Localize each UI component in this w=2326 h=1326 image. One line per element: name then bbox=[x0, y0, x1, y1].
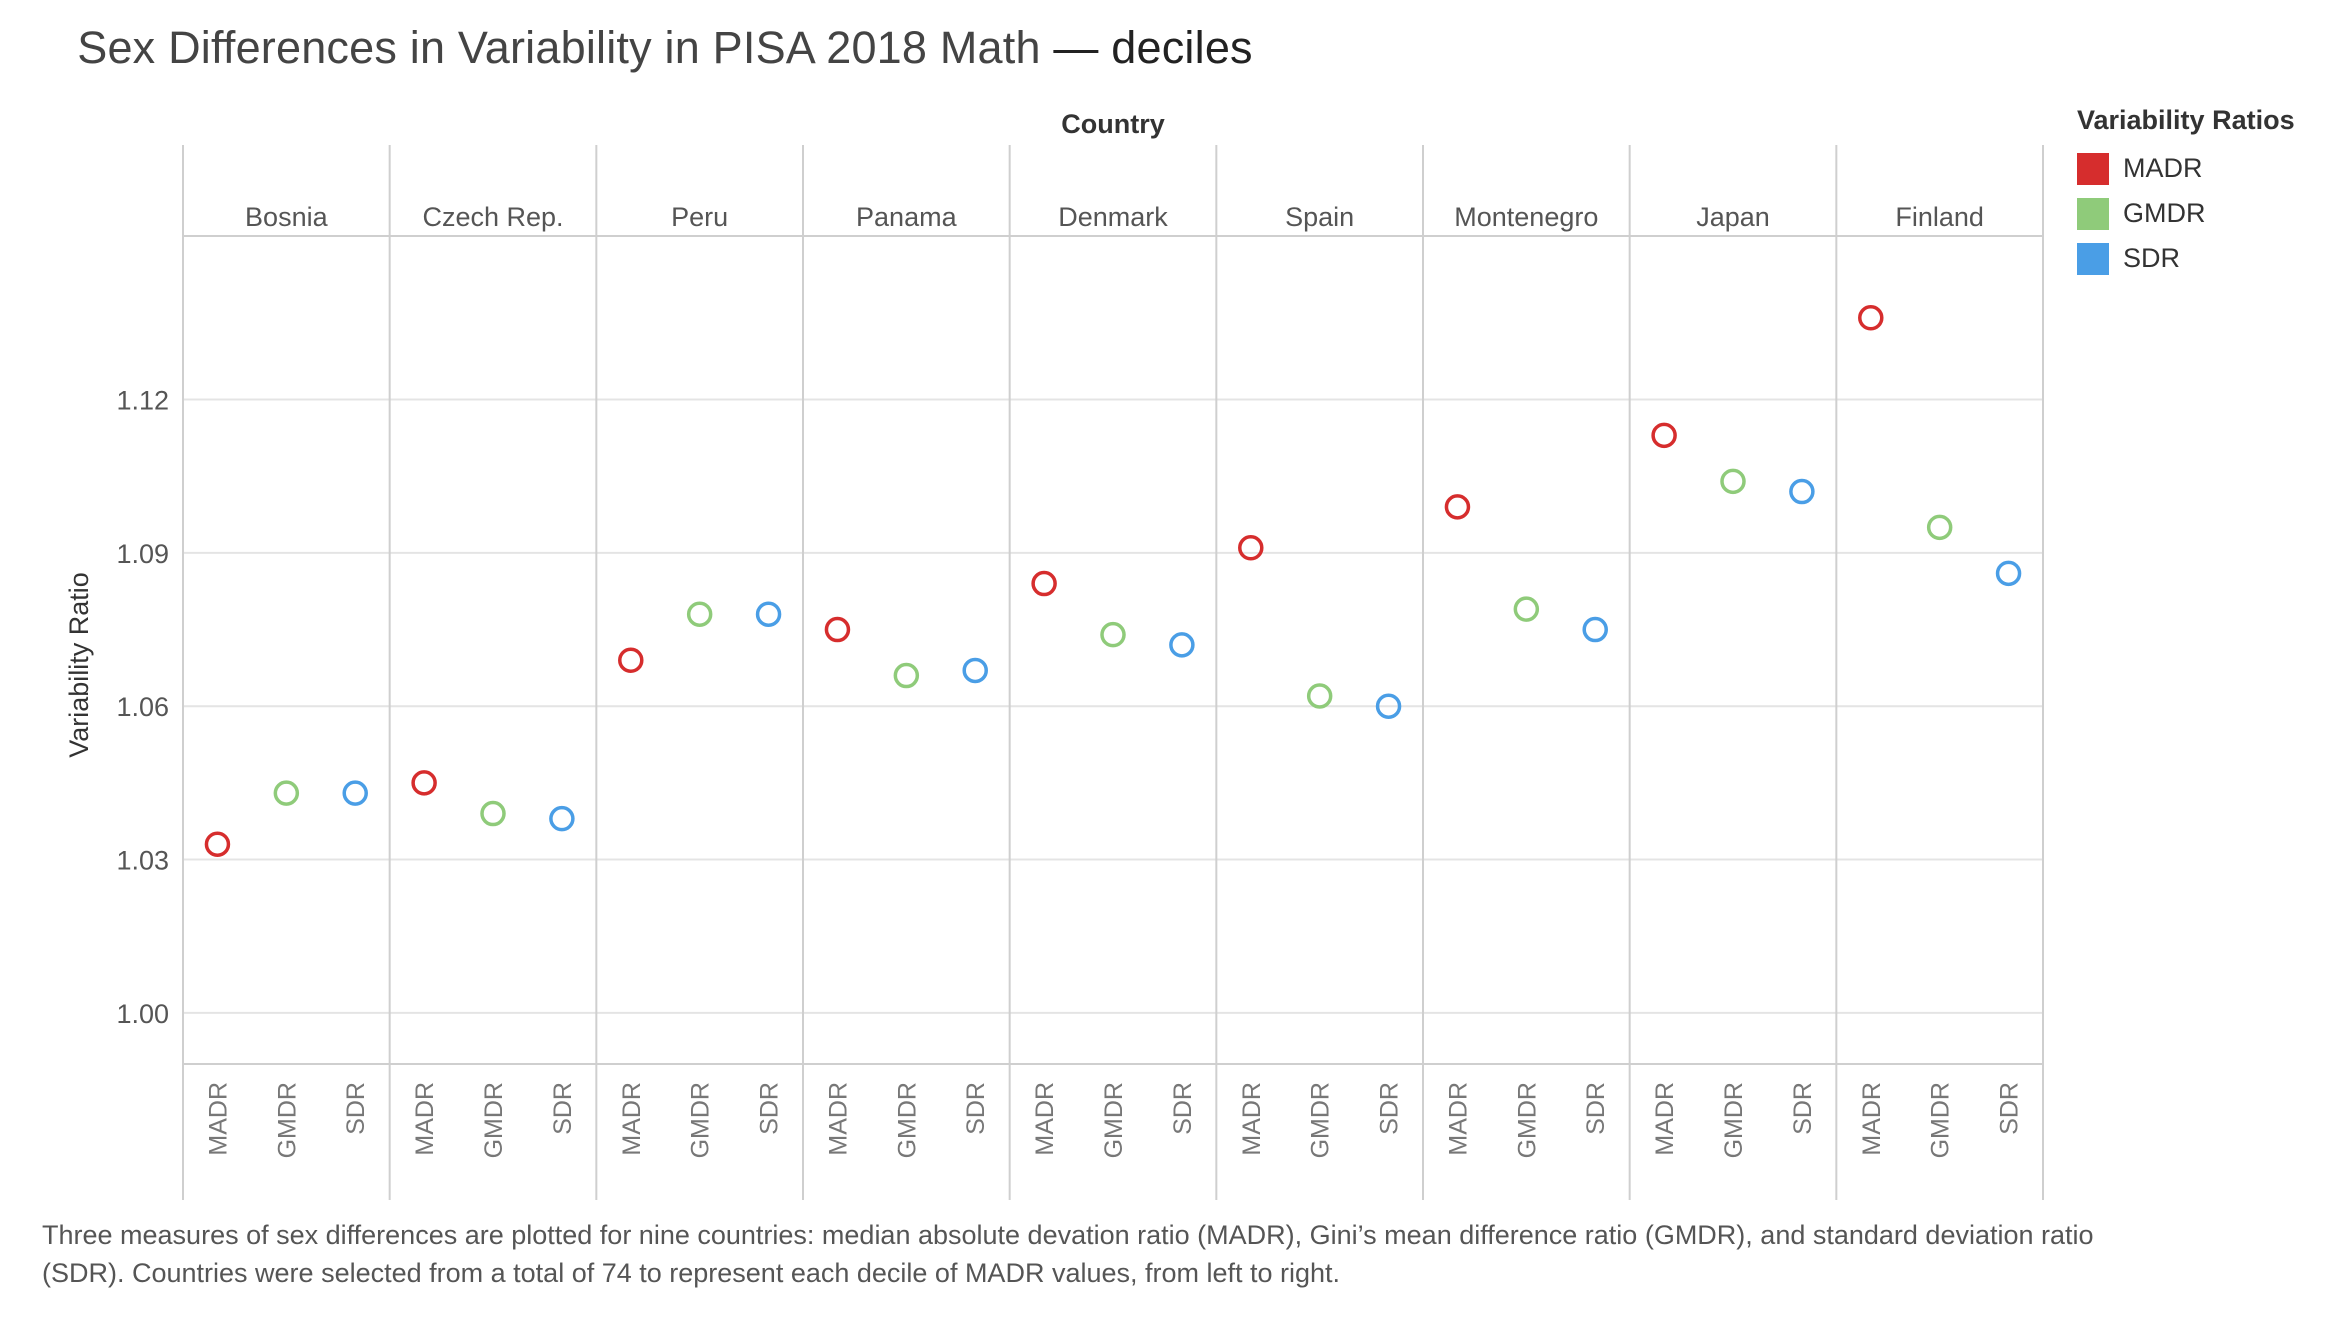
point-gmdr[interactable] bbox=[480, 800, 506, 827]
point-madr[interactable] bbox=[824, 616, 851, 643]
legend-item-madr[interactable]: MADR bbox=[2077, 146, 2295, 191]
point-madr[interactable] bbox=[618, 647, 644, 673]
legend-item-gmdr[interactable]: GMDR bbox=[2077, 191, 2295, 236]
x-tick-label: GMDR bbox=[1513, 1082, 1541, 1158]
country-label: Montenegro bbox=[1454, 202, 1598, 232]
point-madr[interactable] bbox=[1031, 570, 1057, 597]
x-tick-label: SDR bbox=[1169, 1082, 1197, 1135]
x-tick-label: MADR bbox=[824, 1082, 852, 1156]
point-gmdr[interactable] bbox=[893, 662, 920, 689]
x-tick-label: GMDR bbox=[1720, 1082, 1748, 1158]
point-madr[interactable] bbox=[1444, 494, 1471, 520]
x-tick-label: SDR bbox=[549, 1082, 577, 1135]
country-label: Japan bbox=[1696, 202, 1770, 232]
y-tick-label: 1.03 bbox=[116, 846, 169, 876]
x-tick-label: SDR bbox=[342, 1082, 370, 1135]
x-tick-label: SDR bbox=[1996, 1082, 2024, 1135]
x-tick-label: GMDR bbox=[1307, 1082, 1335, 1158]
x-tick-label: MADR bbox=[1651, 1082, 1679, 1156]
x-tick-label: MADR bbox=[618, 1082, 646, 1156]
point-gmdr[interactable] bbox=[1513, 596, 1540, 622]
point-gmdr[interactable] bbox=[1720, 468, 1746, 495]
y-tick-label: 1.00 bbox=[116, 999, 169, 1029]
country-label: Denmark bbox=[1058, 202, 1168, 232]
x-tick-label: MADR bbox=[1858, 1082, 1886, 1156]
x-tick-label: GMDR bbox=[687, 1082, 715, 1158]
x-tick-label: MADR bbox=[1444, 1082, 1472, 1156]
country-label: Peru bbox=[671, 202, 728, 232]
x-tick-label: SDR bbox=[1582, 1082, 1610, 1135]
x-tick-label: GMDR bbox=[1927, 1082, 1955, 1158]
point-sdr[interactable] bbox=[1169, 632, 1195, 658]
x-tick-label: GMDR bbox=[273, 1082, 301, 1158]
point-sdr[interactable] bbox=[1995, 560, 2022, 587]
x-tick-label: SDR bbox=[962, 1082, 990, 1135]
country-label: Spain bbox=[1285, 202, 1354, 232]
y-axis-title: Variability Ratio bbox=[64, 572, 94, 758]
country-label: Finland bbox=[1895, 202, 1984, 232]
point-madr[interactable] bbox=[204, 831, 231, 857]
point-madr[interactable] bbox=[411, 770, 437, 796]
chart-title: Sex Differences in Variability in PISA 2… bbox=[0, 22, 1330, 74]
point-madr[interactable] bbox=[1238, 535, 1264, 561]
y-tick-label: 1.12 bbox=[116, 386, 169, 416]
x-tick-label: MADR bbox=[411, 1082, 439, 1156]
x-tick-label: GMDR bbox=[1100, 1082, 1128, 1158]
point-sdr[interactable] bbox=[1789, 478, 1815, 505]
legend-label-gmdr: GMDR bbox=[2123, 198, 2206, 228]
point-madr[interactable] bbox=[1651, 422, 1677, 449]
chart-caption: Three measures of sex differences are pl… bbox=[42, 1220, 2094, 1288]
legend-label-sdr: SDR bbox=[2123, 243, 2181, 273]
x-tick-label: SDR bbox=[1789, 1082, 1817, 1135]
y-tick-label: 1.06 bbox=[116, 692, 169, 722]
point-sdr[interactable] bbox=[342, 780, 368, 806]
point-gmdr[interactable] bbox=[1100, 621, 1126, 648]
point-gmdr[interactable] bbox=[1926, 514, 1953, 541]
legend-title: Variability Ratios bbox=[2077, 105, 2295, 135]
x-tick-label: MADR bbox=[204, 1082, 232, 1156]
x-tick-label: MADR bbox=[1238, 1082, 1266, 1156]
legend-item-sdr[interactable]: SDR bbox=[2077, 236, 2295, 281]
country-label: Czech Rep. bbox=[422, 202, 563, 232]
point-gmdr[interactable] bbox=[1306, 683, 1333, 709]
point-sdr[interactable] bbox=[755, 601, 782, 627]
legend-swatch-gmdr bbox=[2077, 197, 2109, 230]
point-gmdr[interactable] bbox=[686, 601, 713, 627]
y-tick-label: 1.09 bbox=[116, 539, 169, 569]
chart-title-tail: — deciles bbox=[1053, 22, 1253, 73]
country-label: Bosnia bbox=[245, 202, 329, 232]
point-sdr[interactable] bbox=[1582, 616, 1608, 643]
column-header-title: Country bbox=[1061, 109, 1165, 139]
point-gmdr[interactable] bbox=[273, 780, 300, 806]
legend-swatch-madr bbox=[2077, 152, 2109, 185]
point-sdr[interactable] bbox=[1375, 693, 1402, 719]
legend: Variability Ratios MADR GMDR SDR bbox=[2077, 105, 2295, 281]
point-sdr[interactable] bbox=[549, 805, 575, 832]
point-sdr[interactable] bbox=[962, 657, 988, 684]
x-tick-label: MADR bbox=[1031, 1082, 1059, 1156]
legend-swatch-sdr bbox=[2077, 242, 2109, 275]
country-label: Panama bbox=[856, 202, 958, 232]
legend-label-madr: MADR bbox=[2123, 153, 2203, 183]
x-tick-label: SDR bbox=[1376, 1082, 1404, 1135]
x-tick-label: SDR bbox=[756, 1082, 784, 1135]
chart-title-main: Sex Differences in Variability in PISA 2… bbox=[77, 22, 1041, 73]
x-tick-label: GMDR bbox=[893, 1082, 921, 1158]
x-tick-label: GMDR bbox=[480, 1082, 508, 1158]
point-madr[interactable] bbox=[1858, 305, 1884, 331]
